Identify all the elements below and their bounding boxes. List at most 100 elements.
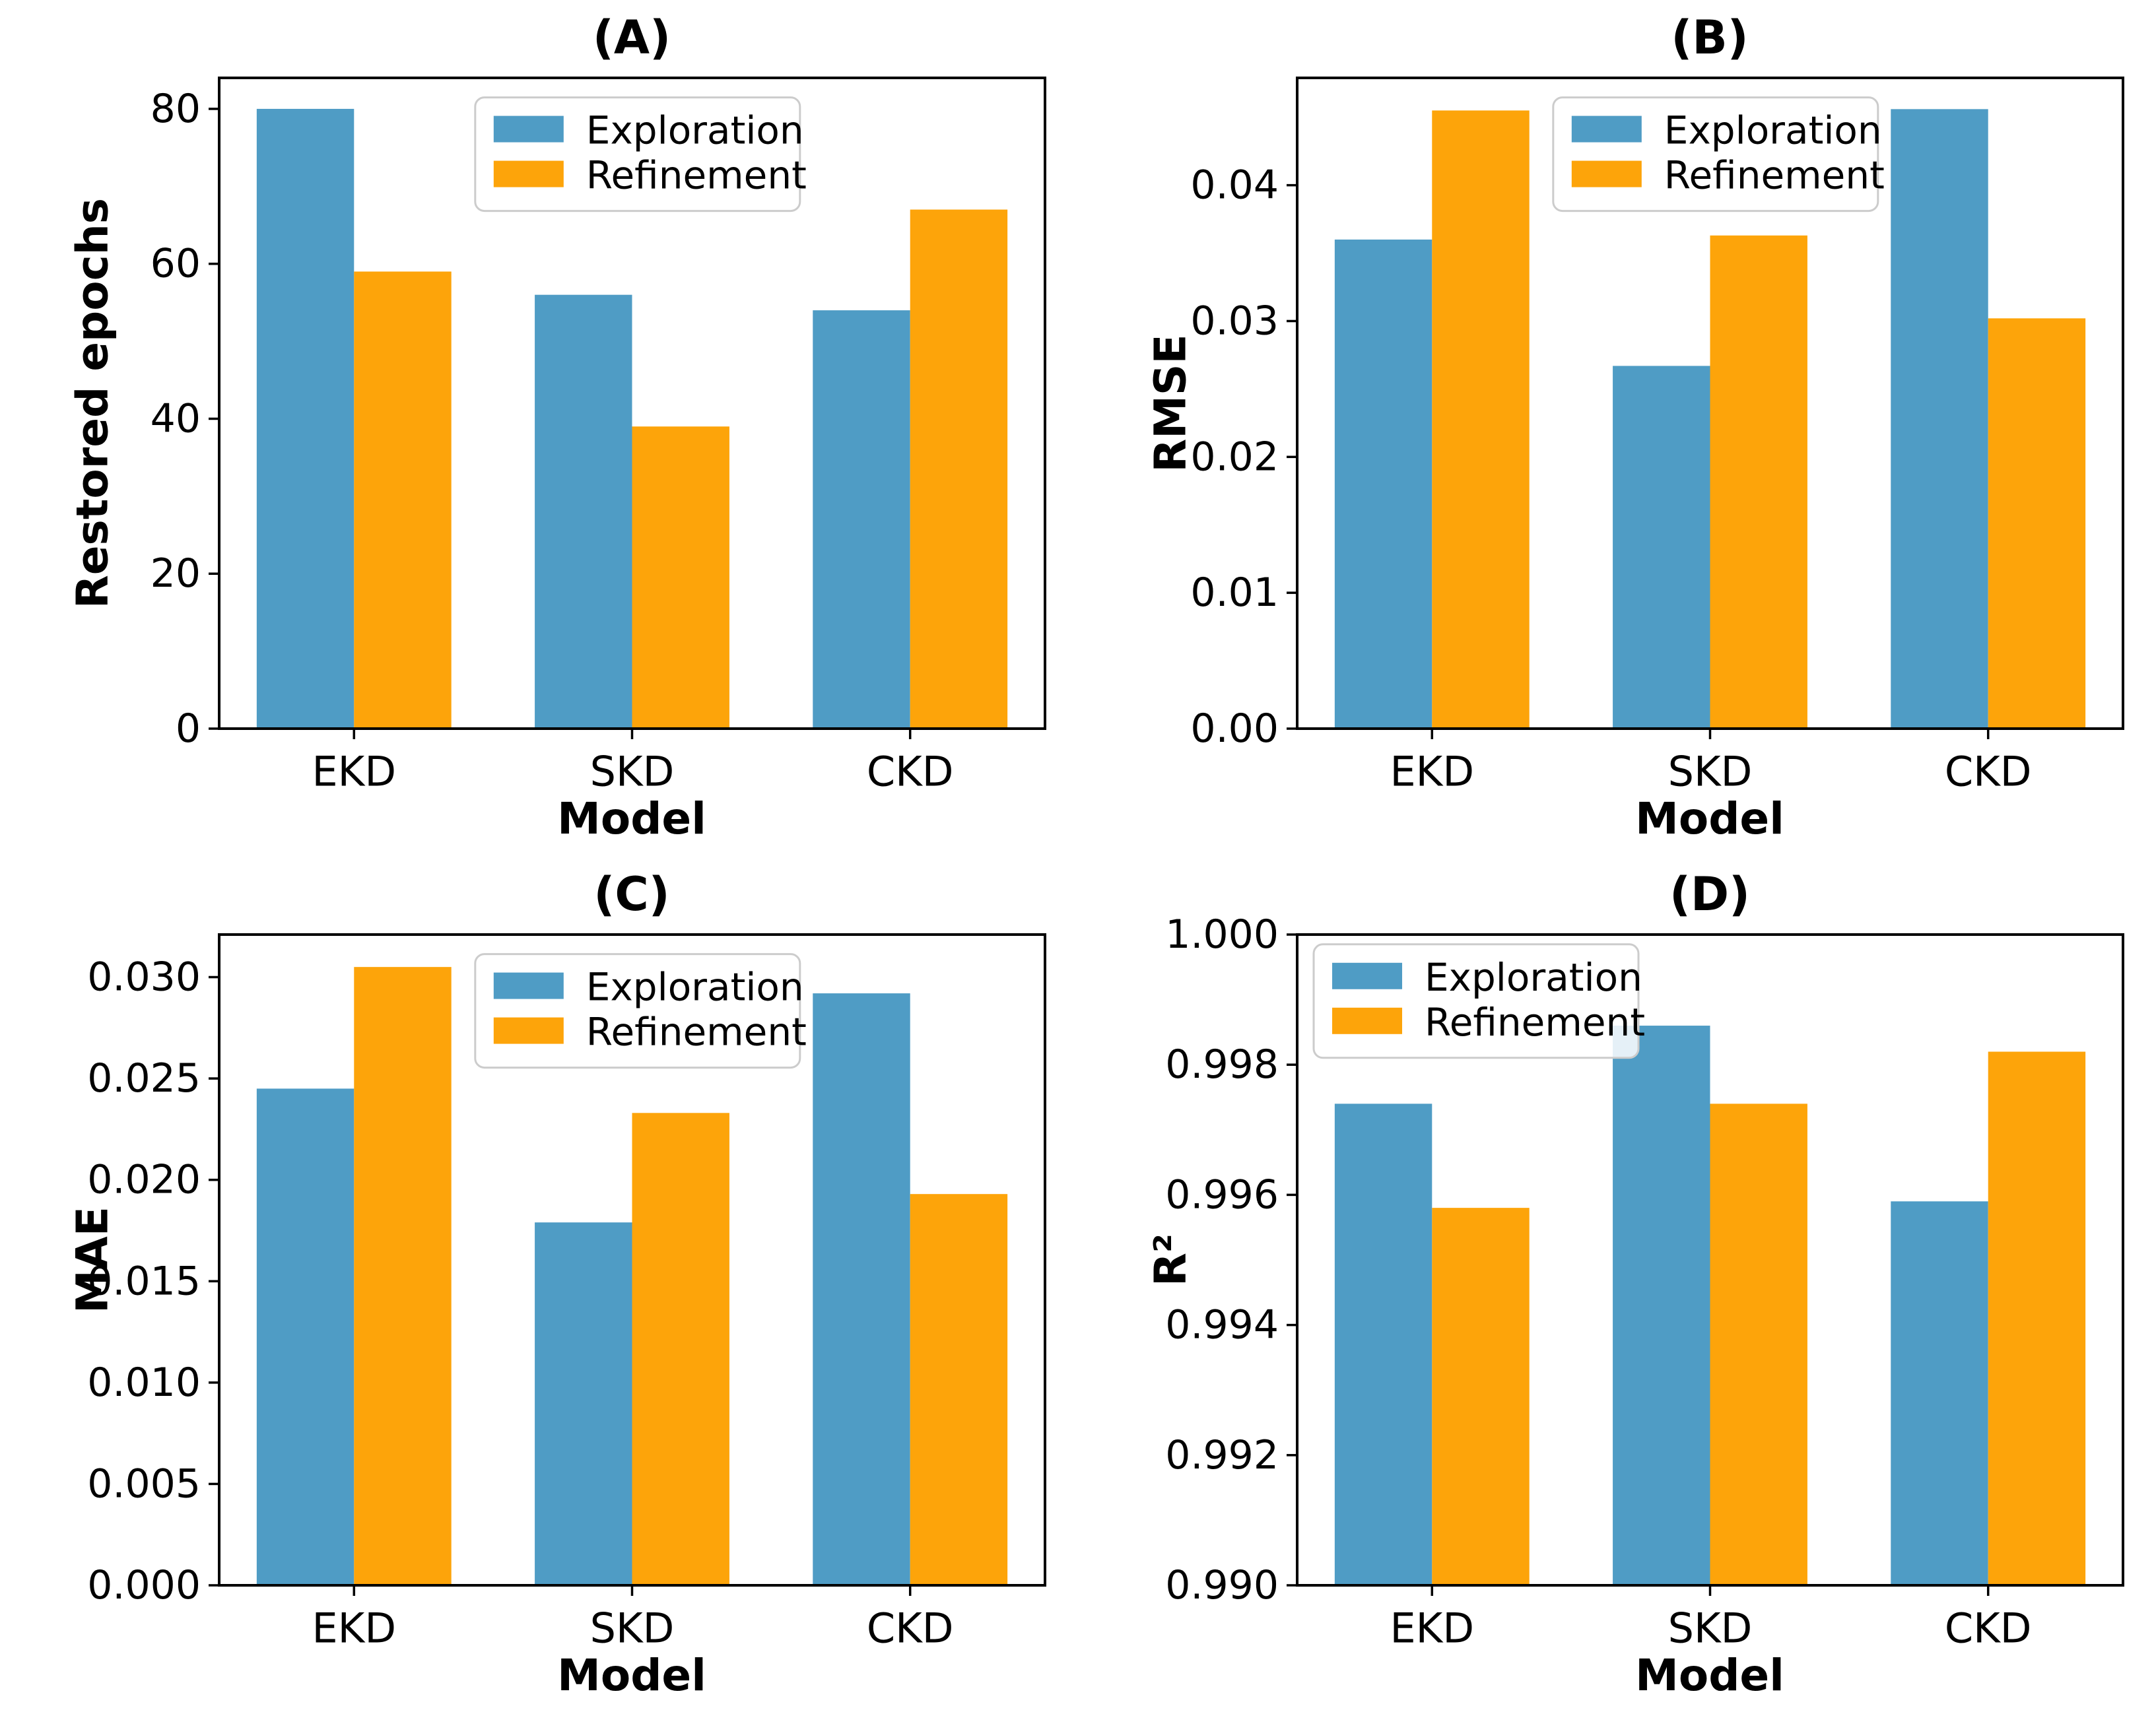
bar-refinement-skd [632, 1113, 729, 1585]
legend-swatch-exploration [493, 972, 564, 999]
y-tick-label: 0.992 [1165, 1432, 1279, 1478]
x-tick-label: SKD [1668, 747, 1753, 795]
legend-swatch-refinement [1571, 160, 1642, 187]
bar-exploration-skd [535, 1222, 632, 1585]
bar-refinement-ckd [1988, 318, 2086, 729]
legend-label-exploration: Exploration [586, 108, 804, 153]
chart-d-r-squared: 0.990 0.992 0.994 0.996 0.998 1.000 EKD SKD CKD E… [1165, 911, 2124, 1652]
bar-exploration-ckd [1891, 1201, 1988, 1585]
panel-b: 0.00 0.01 0.02 0.03 0.04 EKD SKD CKD Exploration… [1078, 0, 2156, 857]
y-tick-label: 1.000 [1165, 911, 1279, 958]
legend-label-refinement: Refinement [1664, 153, 1885, 198]
y-tick-label: 0.02 [1190, 434, 1279, 480]
panel-a: 0 20 40 60 80 EKD SKD CKD Exploration Refinement … [0, 0, 1078, 857]
chart-b-rmse: 0.00 0.01 0.02 0.03 0.04 EKD SKD CKD Exploration… [1190, 77, 2124, 795]
panel-a-y-axis-label: Restored epochs [67, 197, 118, 609]
y-tick-label: 20 [151, 550, 201, 597]
y-tick-label: 0.015 [87, 1258, 201, 1304]
bar-refinement-skd [632, 426, 729, 729]
y-tick-label: 0.04 [1190, 162, 1279, 209]
x-tick-label: EKD [312, 1604, 396, 1652]
legend-label-exploration: Exploration [1425, 955, 1642, 1000]
y-tick-label: 0 [176, 706, 201, 752]
bar-refinement-ekd [1432, 110, 1530, 729]
bar-refinement-ekd [354, 967, 452, 1585]
y-tick-label: 0.994 [1165, 1302, 1279, 1348]
x-tick-label: EKD [312, 747, 396, 795]
x-tick-label: EKD [1390, 1604, 1474, 1652]
y-tick-label: 0.996 [1165, 1171, 1279, 1218]
panel-d: 0.990 0.992 0.994 0.996 0.998 1.000 EKD SKD CKD E… [1078, 857, 2156, 1713]
y-tick-label: 80 [151, 86, 201, 132]
y-tick-label: 0.990 [1165, 1562, 1279, 1608]
panel-b-x-axis-label: Model [1635, 793, 1784, 844]
y-tick-label: 0.01 [1190, 570, 1279, 616]
panel-c-x-axis-label: Model [557, 1650, 706, 1701]
panel-a-x-axis-label: Model [557, 793, 706, 844]
y-tick-label: 0.998 [1165, 1041, 1279, 1088]
bar-exploration-skd [535, 294, 632, 729]
legend-swatch-refinement [1332, 1007, 1403, 1034]
x-tick-label: CKD [867, 747, 954, 795]
y-tick-label: 0.000 [87, 1562, 201, 1608]
y-tick-label: 0.020 [87, 1157, 201, 1203]
y-tick-label: 40 [151, 395, 201, 442]
bar-exploration-ckd [1891, 109, 1988, 729]
bar-exploration-ekd [256, 108, 354, 729]
bar-refinement-ekd [1432, 1208, 1530, 1585]
panel-b-title: (B) [1671, 11, 1749, 65]
legend-swatch-refinement [493, 160, 564, 187]
x-tick-label: CKD [1945, 747, 2032, 795]
x-tick-label: CKD [867, 1604, 954, 1652]
bar-exploration-ckd [813, 310, 910, 729]
x-tick-label: SKD [590, 1604, 675, 1652]
panel-a-title: (A) [592, 11, 671, 65]
legend-swatch-refinement [493, 1017, 564, 1044]
y-tick-label: 0.03 [1190, 298, 1279, 344]
x-tick-label: SKD [1668, 1604, 1753, 1652]
bar-refinement-ckd [1988, 1051, 2086, 1585]
bar-refinement-ckd [910, 1194, 1008, 1585]
y-tick-label: 0.025 [87, 1055, 201, 1102]
bar-refinement-ekd [354, 271, 452, 729]
legend-swatch-exploration [1571, 115, 1642, 143]
legend-swatch-exploration [1332, 962, 1403, 989]
x-tick-label: EKD [1390, 747, 1474, 795]
y-tick-label: 0.005 [87, 1461, 201, 1507]
legend-label-refinement: Refinement [586, 153, 807, 198]
legend-swatch-exploration [493, 115, 564, 143]
panel-d-title: (D) [1669, 867, 1751, 921]
bar-exploration-ekd [256, 1088, 354, 1585]
y-tick-label: 0.00 [1190, 706, 1279, 752]
bar-refinement-skd [1710, 1104, 1807, 1585]
bar-exploration-ckd [813, 993, 910, 1585]
bar-exploration-ekd [1334, 239, 1432, 729]
legend-label-exploration: Exploration [586, 965, 804, 1010]
legend-label-refinement: Refinement [586, 1010, 807, 1055]
legend-label-refinement: Refinement [1425, 1000, 1645, 1045]
panel-d-y-axis-label: R² [1145, 1234, 1196, 1286]
panel-c-y-axis-label: MAE [67, 1206, 118, 1313]
panel-b-y-axis-label: RMSE [1145, 334, 1196, 473]
bar-exploration-ekd [1334, 1104, 1432, 1585]
legend-label-exploration: Exploration [1664, 108, 1882, 153]
bar-exploration-skd [1613, 1026, 1710, 1585]
panel-c: 0.000 0.005 0.010 0.015 0.020 0.025 0.030 EKD SK… [0, 857, 1078, 1713]
chart-c-mae: 0.000 0.005 0.010 0.015 0.020 0.025 0.030 EKD SK… [87, 933, 1046, 1652]
panel-c-title: (C) [593, 867, 670, 921]
x-tick-label: SKD [590, 747, 675, 795]
x-tick-label: CKD [1945, 1604, 2032, 1652]
y-tick-label: 0.030 [87, 954, 201, 1001]
bar-refinement-skd [1710, 235, 1807, 729]
y-tick-label: 0.010 [87, 1360, 201, 1406]
bar-refinement-ckd [910, 209, 1008, 729]
panel-d-x-axis-label: Model [1635, 1650, 1784, 1701]
bar-exploration-skd [1613, 366, 1710, 729]
y-tick-label: 60 [151, 241, 201, 287]
